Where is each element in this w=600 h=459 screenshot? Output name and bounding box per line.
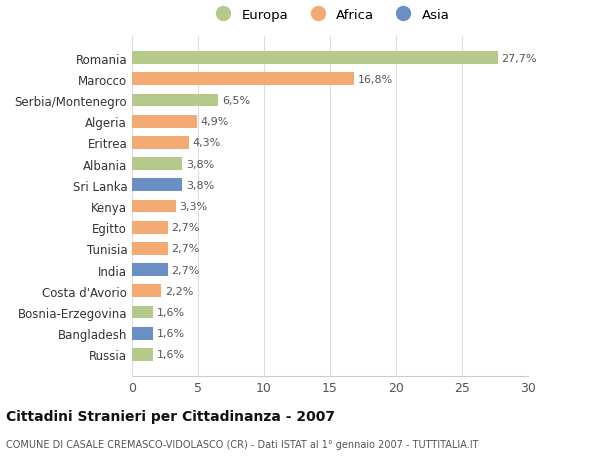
Bar [132,200,176,213]
Text: 4,3%: 4,3% [193,138,221,148]
Bar [132,242,167,255]
Text: 2,2%: 2,2% [165,286,193,296]
Bar [132,306,153,319]
Text: 27,7%: 27,7% [502,54,537,63]
Bar [132,263,167,276]
Text: 16,8%: 16,8% [358,75,393,84]
Text: 4,9%: 4,9% [200,117,229,127]
Bar [132,95,218,107]
Text: 6,5%: 6,5% [222,96,250,106]
Text: 1,6%: 1,6% [157,350,185,359]
Legend: Europa, Africa, Asia: Europa, Africa, Asia [205,3,455,27]
Bar [132,137,189,150]
Bar [132,73,354,86]
Bar [132,179,182,192]
Text: 2,7%: 2,7% [172,244,200,254]
Text: 3,3%: 3,3% [179,202,208,212]
Bar [132,52,497,65]
Text: COMUNE DI CASALE CREMASCO-VIDOLASCO (CR) - Dati ISTAT al 1° gennaio 2007 - TUTTI: COMUNE DI CASALE CREMASCO-VIDOLASCO (CR)… [6,440,479,449]
Text: 2,7%: 2,7% [172,223,200,233]
Text: 2,7%: 2,7% [172,265,200,275]
Text: 3,8%: 3,8% [186,180,214,190]
Bar [132,348,153,361]
Text: 1,6%: 1,6% [157,329,185,338]
Bar [132,327,153,340]
Text: 3,8%: 3,8% [186,159,214,169]
Bar [132,221,167,234]
Bar [132,116,197,129]
Text: 1,6%: 1,6% [157,308,185,317]
Bar [132,158,182,171]
Bar [132,285,161,297]
Text: Cittadini Stranieri per Cittadinanza - 2007: Cittadini Stranieri per Cittadinanza - 2… [6,409,335,423]
